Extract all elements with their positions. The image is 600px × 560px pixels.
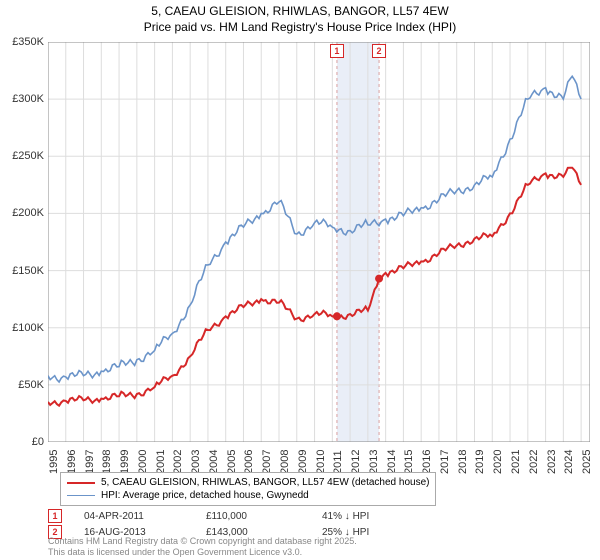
x-tick-label: 1998	[101, 450, 113, 474]
y-tick-label: £0	[32, 436, 44, 448]
sale-marker-icon: 1	[48, 509, 62, 523]
sale-pct: 41% ↓ HPI	[322, 511, 412, 522]
x-tick-label: 2008	[279, 450, 291, 474]
x-tick-label: 2023	[546, 450, 558, 474]
legend-row: 5, CAEAU GLEISION, RHIWLAS, BANGOR, LL57…	[67, 476, 429, 489]
sale-price: £110,000	[206, 511, 300, 522]
chart-area: £0£50K£100K£150K£200K£250K£300K£350K 199…	[48, 42, 590, 442]
y-tick-label: £100K	[12, 322, 44, 334]
x-tick-label: 2020	[492, 450, 504, 474]
title-line1: 5, CAEAU GLEISION, RHIWLAS, BANGOR, LL57…	[0, 4, 600, 20]
x-tick-label: 2007	[261, 450, 273, 474]
sale-rows: 104-APR-2011£110,00041% ↓ HPI216-AUG-201…	[48, 508, 412, 540]
x-tick-label: 2019	[474, 450, 486, 474]
x-tick-label: 2021	[510, 450, 522, 474]
legend-label: 5, CAEAU GLEISION, RHIWLAS, BANGOR, LL57…	[101, 477, 429, 488]
title-line2: Price paid vs. HM Land Registry's House …	[0, 20, 600, 36]
sale-marker-2: 2	[372, 44, 386, 58]
x-tick-label: 2013	[368, 450, 380, 474]
x-tick-label: 2000	[137, 450, 149, 474]
y-tick-label: £350K	[12, 36, 44, 48]
x-tick-label: 2002	[172, 450, 184, 474]
legend-swatch	[67, 482, 95, 484]
y-tick-label: £200K	[12, 207, 44, 219]
legend-swatch	[67, 495, 95, 497]
x-tick-label: 2010	[315, 450, 327, 474]
sale-row: 1 04-APR-2011 £110,000 41% ↓ HPI	[48, 508, 412, 524]
footer-line1: Contains HM Land Registry data © Crown c…	[48, 536, 357, 547]
x-tick-label: 1996	[66, 450, 78, 474]
x-tick-label: 2005	[226, 450, 238, 474]
x-tick-label: 1999	[119, 450, 131, 474]
x-tick-label: 2003	[190, 450, 202, 474]
y-tick-label: £50K	[18, 379, 44, 391]
x-tick-label: 2016	[421, 450, 433, 474]
x-tick-label: 2011	[332, 450, 344, 474]
chart-svg	[48, 42, 590, 442]
legend-label: HPI: Average price, detached house, Gwyn…	[101, 490, 309, 501]
x-tick-label: 2018	[457, 450, 469, 474]
legend: 5, CAEAU GLEISION, RHIWLAS, BANGOR, LL57…	[60, 472, 436, 506]
y-tick-label: £300K	[12, 93, 44, 105]
y-tick-label: £250K	[12, 150, 44, 162]
x-tick-label: 1997	[84, 450, 96, 474]
footer-line2: This data is licensed under the Open Gov…	[48, 547, 357, 558]
x-tick-label: 2009	[297, 450, 309, 474]
y-tick-label: £150K	[12, 265, 44, 277]
title-block: 5, CAEAU GLEISION, RHIWLAS, BANGOR, LL57…	[0, 0, 600, 35]
chart-container: 5, CAEAU GLEISION, RHIWLAS, BANGOR, LL57…	[0, 0, 600, 560]
x-tick-label: 2017	[439, 450, 451, 474]
footer: Contains HM Land Registry data © Crown c…	[48, 536, 357, 558]
x-tick-label: 2015	[403, 450, 415, 474]
x-tick-label: 2024	[563, 450, 575, 474]
x-tick-label: 2004	[208, 450, 220, 474]
x-tick-label: 2025	[581, 450, 593, 474]
x-tick-label: 2006	[243, 450, 255, 474]
x-tick-label: 1995	[48, 450, 60, 474]
x-tick-label: 2014	[386, 450, 398, 474]
x-tick-label: 2022	[528, 450, 540, 474]
x-tick-label: 2001	[155, 450, 167, 474]
sale-date: 04-APR-2011	[84, 511, 184, 522]
legend-row: HPI: Average price, detached house, Gwyn…	[67, 489, 429, 502]
x-tick-label: 2012	[350, 450, 362, 474]
sale-marker-1: 1	[330, 44, 344, 58]
